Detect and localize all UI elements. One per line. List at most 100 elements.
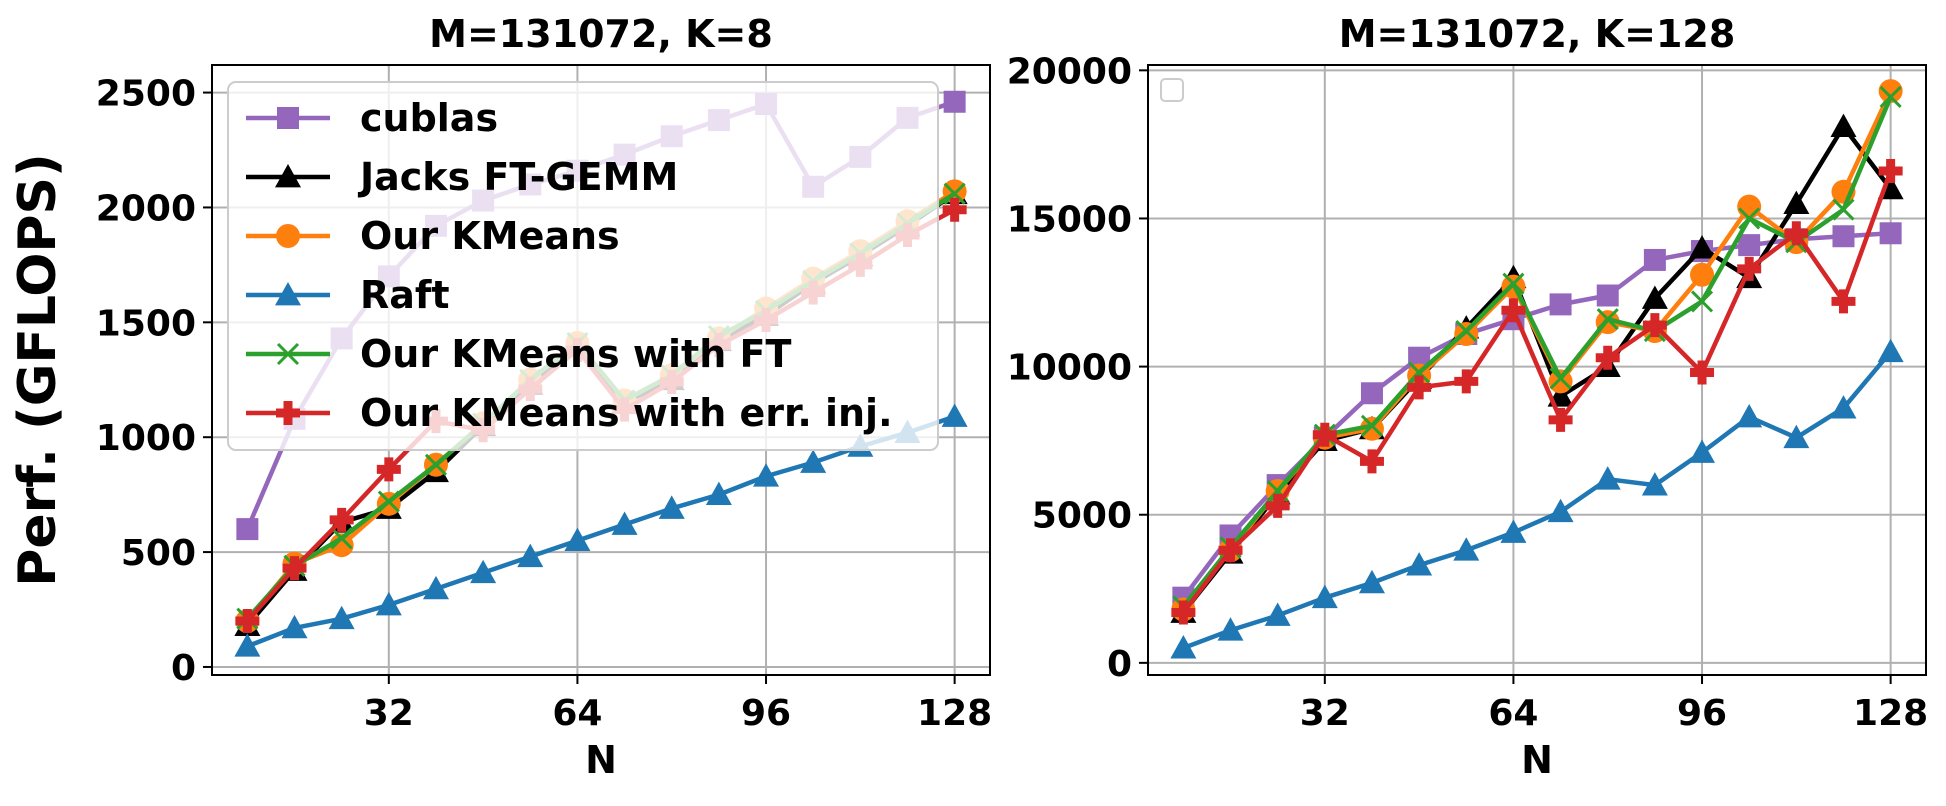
left-point-raft [422, 575, 449, 600]
right-point-our-kmeans-with-err-inj [1831, 289, 1856, 314]
right-x-tick-label: 128 [1853, 693, 1928, 734]
right-y-tick-label: 20000 [1007, 51, 1132, 92]
right-y-tick-label: 0 [1107, 644, 1132, 685]
left-point-raft [470, 559, 497, 584]
right-point-our-kmeans-with-err-inj [1737, 256, 1762, 281]
left-y-tick-label: 1000 [96, 418, 196, 459]
legend-box [227, 81, 939, 451]
right-point-cublas [1596, 284, 1619, 307]
left-point-our-kmeans-with-err-inj [329, 507, 354, 532]
right-point-our-kmeans-with-err-inj [1265, 493, 1290, 518]
right-point-our-kmeans-with-err-inj [1407, 375, 1432, 400]
right-point-our-kmeans-with-ft [1738, 207, 1761, 230]
right-point-our-kmeans-with-ft [1502, 272, 1525, 295]
left-point-cublas [236, 518, 259, 541]
right-ticks: 0 5000 10000 15000 20000 32 64 96 128 [1007, 51, 1928, 734]
right-point-raft [1689, 439, 1716, 463]
right-point-raft [1547, 498, 1574, 523]
right-point-our-kmeans-with-err-inj [1878, 159, 1903, 184]
legend-label-jacks-ft-gemm: Jacks FT-GEMM [357, 155, 678, 199]
left-point-raft [753, 463, 780, 487]
left-y-tick-label: 1500 [96, 303, 196, 344]
left-point-raft [375, 591, 402, 616]
right-point-our-kmeans-with-ft [1879, 85, 1902, 109]
right-point-our-kmeans-with-err-inj [1548, 407, 1573, 432]
right-point-our-kmeans [1737, 194, 1762, 219]
legend: cublas Jacks FT-GEMM Our KMeans Raft Our KMe… [227, 81, 939, 451]
left-x-tick-label: 64 [552, 693, 602, 734]
right-series-line-our-kmeans-with-err-inj [1181, 170, 1893, 614]
right-x-tick-label: 64 [1488, 693, 1538, 734]
right-point-jacks-ft-gemm [1641, 285, 1668, 309]
right-x-axis-label: N [1521, 738, 1553, 782]
y-axis-label: Perf. (GFLOPS) [8, 153, 68, 586]
right-point-our-kmeans-with-ft [1360, 414, 1384, 437]
right-series-group [1170, 79, 1904, 659]
legend-label-our-kmeans-with-ft: Our KMeans with FT [360, 332, 791, 376]
right-point-our-kmeans [1690, 262, 1715, 287]
left-point-raft [800, 449, 827, 473]
legend-marker-cublas [277, 107, 299, 129]
right-point-cublas [1408, 346, 1431, 369]
legend-marker-jacks-ft-gemm [275, 164, 301, 188]
right-plot-frame [1147, 64, 1927, 676]
legend-marker-our-kmeans-with-ft [276, 342, 300, 366]
left-y-tick-label: 500 [121, 533, 196, 574]
empty-legend [1160, 78, 1184, 102]
right-point-our-kmeans-with-ft [1832, 198, 1855, 221]
legend-marker-raft [275, 282, 301, 306]
left-point-our-kmeans-with-ft [943, 182, 966, 205]
left-series-line-raft [246, 414, 956, 649]
right-series-line-cublas [1181, 231, 1891, 600]
legend-label-our-kmeans: Our KMeans [360, 214, 620, 258]
left-point-our-kmeans-with-ft [377, 490, 400, 513]
left-point-raft [328, 605, 355, 630]
right-y-tick-label: 10000 [1007, 348, 1132, 389]
left-point-raft [281, 614, 308, 639]
left-ticks: 0 500 1000 1500 2000 2500 32 64 96 128 [96, 74, 992, 734]
right-point-our-kmeans-with-err-inj [1218, 538, 1243, 563]
right-point-raft [1406, 552, 1433, 576]
left-y-tick-label: 2000 [96, 188, 196, 229]
right-point-raft [1877, 338, 1904, 363]
right-point-our-kmeans-with-ft [1596, 308, 1619, 331]
right-point-our-kmeans-with-err-inj [1454, 369, 1479, 394]
right-point-our-kmeans-with-err-inj [1690, 360, 1715, 385]
legend-label-raft: Raft [360, 273, 450, 317]
legend-label-cublas: cublas [360, 96, 498, 140]
right-point-our-kmeans-with-ft [1455, 319, 1478, 343]
right-point-our-kmeans-with-ft [1408, 361, 1431, 384]
right-y-tick-label: 15000 [1007, 199, 1132, 240]
left-point-our-kmeans-with-err-inj [376, 457, 401, 482]
left-point-raft [517, 543, 544, 568]
left-point-raft [564, 527, 591, 551]
right-point-raft [1217, 617, 1244, 641]
right-grid [1148, 65, 1926, 675]
right-point-our-kmeans-with-err-inj [1359, 449, 1384, 474]
left-point-cublas [943, 90, 966, 113]
right-point-our-kmeans-with-ft [1690, 290, 1714, 313]
right-point-our-kmeans-with-err-inj [1171, 600, 1196, 625]
right-point-our-kmeans-with-err-inj [1642, 313, 1667, 338]
left-point-our-kmeans-with-err-inj [942, 197, 967, 222]
left-point-raft [658, 495, 685, 519]
right-point-our-kmeans [1359, 416, 1384, 441]
right-point-raft [1358, 569, 1385, 594]
right-point-raft [1594, 466, 1621, 490]
right-point-cublas [1832, 225, 1855, 248]
right-point-cublas [1738, 234, 1761, 257]
left-point-our-kmeans [329, 533, 354, 558]
right-point-cublas [1879, 222, 1902, 245]
legend-marker-our-kmeans-with-err-inj [276, 401, 300, 425]
right-chart: 0 5000 10000 15000 20000 32 64 96 128 M=131072, … [1007, 12, 1928, 782]
right-point-raft [1453, 537, 1480, 561]
right-point-our-kmeans-with-err-inj [1501, 298, 1526, 323]
right-point-jacks-ft-gemm [1830, 113, 1857, 138]
right-point-our-kmeans-with-ft [1549, 367, 1572, 390]
right-series-line-our-kmeans [1181, 90, 1893, 611]
right-point-our-kmeans-with-err-inj [1784, 221, 1809, 246]
right-point-raft [1264, 602, 1291, 626]
left-chart-title: M=131072, K=8 [429, 12, 773, 56]
